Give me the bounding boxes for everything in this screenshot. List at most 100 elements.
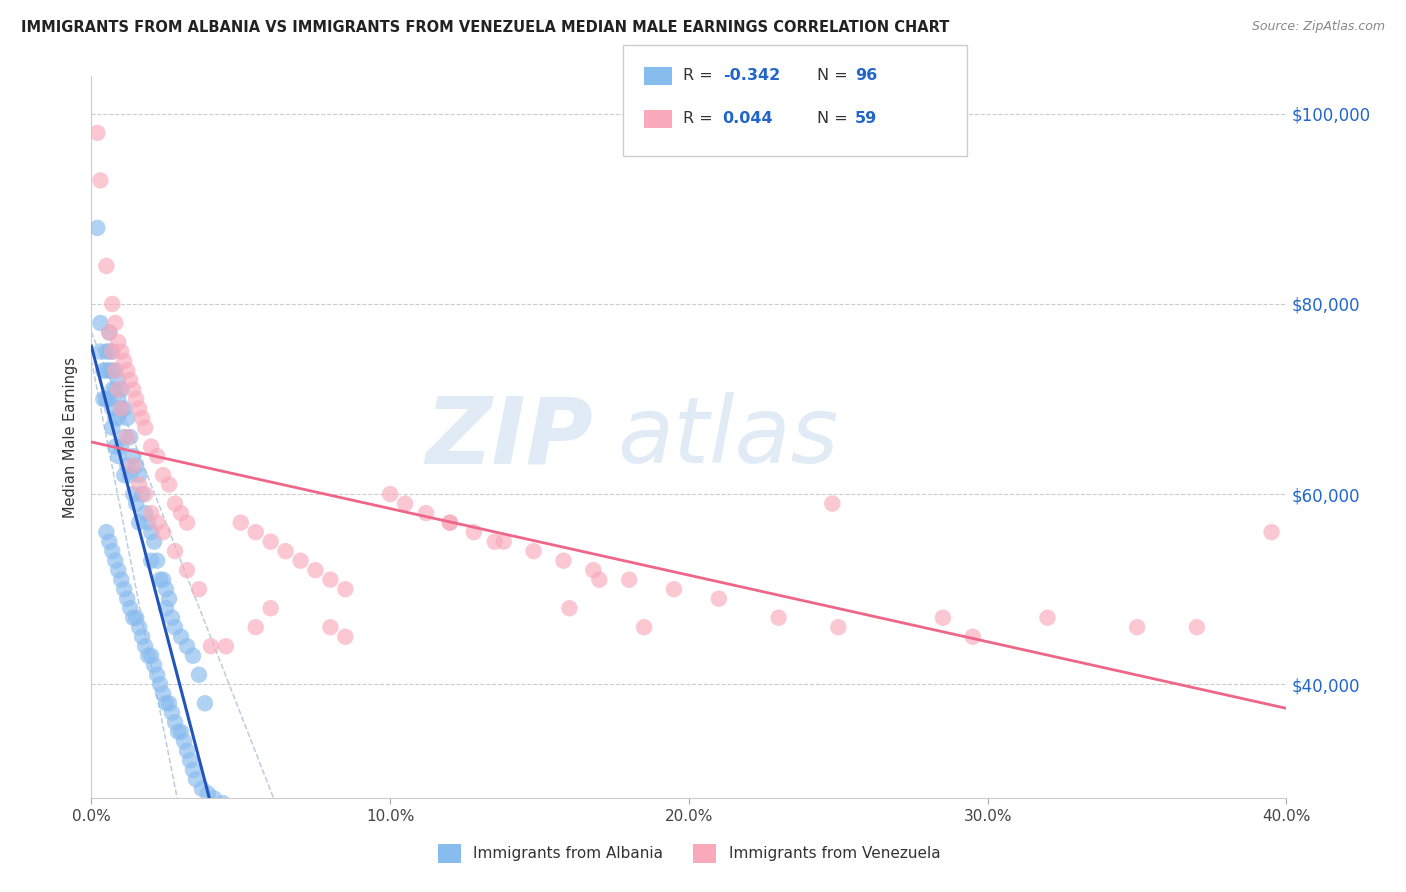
- Point: [110, 401, 132, 416]
- Point: [89, 316, 111, 330]
- Point: [160, 611, 183, 625]
- Point: [101, 383, 124, 397]
- Point: [155, 696, 177, 710]
- Point: [215, 639, 238, 653]
- Point: [176, 639, 198, 653]
- Point: [170, 506, 193, 520]
- Point: [112, 430, 135, 444]
- Point: [107, 563, 129, 577]
- Point: [582, 563, 605, 577]
- Point: [89, 344, 111, 359]
- Point: [335, 582, 357, 597]
- Point: [588, 573, 610, 587]
- Point: [93, 363, 115, 377]
- Point: [163, 497, 186, 511]
- Text: 0.044: 0.044: [723, 112, 773, 126]
- Point: [160, 706, 183, 720]
- Point: [1126, 620, 1149, 634]
- Point: [932, 611, 955, 625]
- Point: [152, 573, 174, 587]
- Point: [112, 582, 135, 597]
- Point: [155, 601, 177, 615]
- Point: [110, 383, 132, 397]
- Point: [394, 497, 416, 511]
- Point: [134, 487, 156, 501]
- Point: [221, 801, 243, 815]
- Point: [125, 497, 148, 511]
- Point: [128, 477, 150, 491]
- Point: [553, 554, 575, 568]
- Point: [167, 724, 190, 739]
- Text: 59: 59: [855, 112, 877, 126]
- Point: [176, 563, 198, 577]
- Point: [181, 648, 204, 663]
- Point: [380, 487, 402, 501]
- Point: [146, 516, 169, 530]
- Point: [104, 316, 127, 330]
- Point: [141, 506, 163, 520]
- Point: [146, 667, 169, 681]
- Point: [319, 620, 342, 634]
- Point: [492, 534, 515, 549]
- Point: [131, 411, 153, 425]
- Point: [120, 601, 142, 615]
- Point: [152, 525, 174, 540]
- Point: [98, 326, 121, 340]
- Point: [98, 363, 121, 377]
- Point: [107, 411, 129, 425]
- Point: [101, 401, 124, 416]
- Point: [197, 787, 219, 801]
- Text: ZIP: ZIP: [426, 392, 593, 482]
- Point: [86, 126, 108, 140]
- Text: IMMIGRANTS FROM ALBANIA VS IMMIGRANTS FROM VENEZUELA MEDIAN MALE EARNINGS CORREL: IMMIGRANTS FROM ALBANIA VS IMMIGRANTS FR…: [21, 20, 949, 35]
- Text: N =: N =: [817, 69, 853, 83]
- Point: [179, 753, 201, 767]
- Point: [120, 468, 142, 483]
- Point: [96, 525, 118, 540]
- Point: [125, 611, 148, 625]
- Point: [157, 591, 180, 606]
- Point: [93, 392, 115, 406]
- Point: [211, 796, 233, 810]
- Point: [143, 658, 166, 673]
- Point: [290, 554, 312, 568]
- Point: [163, 544, 186, 558]
- Point: [120, 373, 142, 387]
- Point: [122, 611, 145, 625]
- Point: [245, 525, 267, 540]
- Point: [335, 630, 357, 644]
- Point: [115, 411, 138, 425]
- Point: [96, 363, 118, 377]
- Point: [98, 392, 121, 406]
- Point: [110, 401, 132, 416]
- Point: [141, 554, 163, 568]
- Point: [274, 544, 297, 558]
- Point: [89, 173, 111, 187]
- Point: [146, 554, 169, 568]
- Point: [104, 363, 127, 377]
- Point: [128, 620, 150, 634]
- Point: [112, 468, 135, 483]
- Point: [122, 449, 145, 463]
- Point: [1036, 611, 1059, 625]
- Point: [155, 582, 177, 597]
- Point: [101, 344, 124, 359]
- Point: [112, 354, 135, 368]
- Point: [122, 383, 145, 397]
- Point: [101, 344, 124, 359]
- Point: [104, 440, 127, 454]
- Point: [128, 516, 150, 530]
- Point: [439, 516, 461, 530]
- Point: [149, 677, 172, 691]
- Point: [821, 497, 844, 511]
- Point: [633, 620, 655, 634]
- Point: [146, 449, 169, 463]
- Point: [134, 639, 156, 653]
- Point: [149, 573, 172, 587]
- Point: [107, 373, 129, 387]
- Text: Source: ZipAtlas.com: Source: ZipAtlas.com: [1251, 20, 1385, 33]
- Point: [104, 554, 127, 568]
- Point: [107, 449, 129, 463]
- Point: [152, 468, 174, 483]
- Point: [122, 487, 145, 501]
